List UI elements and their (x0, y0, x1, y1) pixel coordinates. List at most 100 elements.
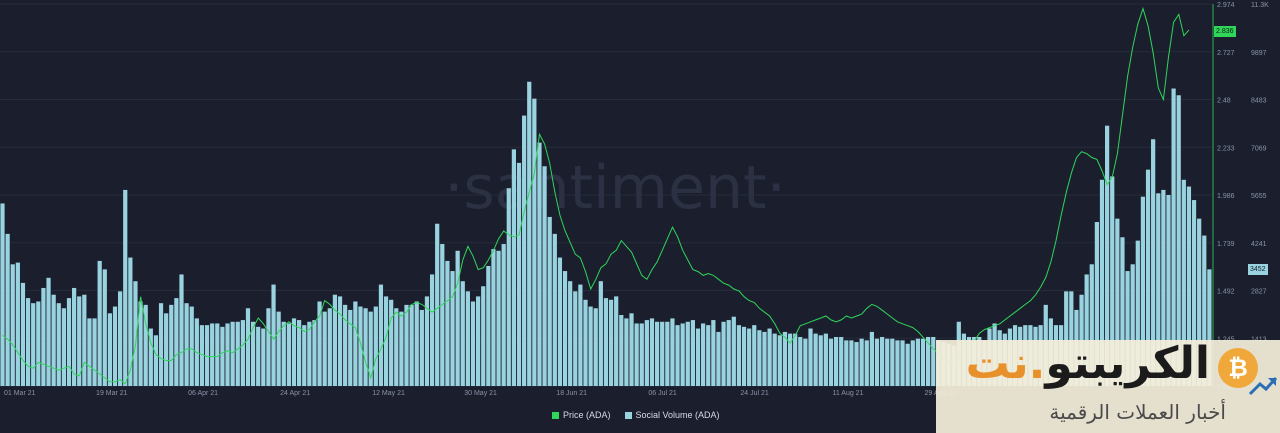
volume-bar (220, 326, 225, 386)
volume-tick-label: 9897 (1251, 50, 1267, 57)
price-tick-label: 1.245 (1217, 336, 1235, 343)
volume-bar (649, 318, 655, 386)
volume-bar (327, 308, 332, 386)
volume-axis: 11.3K98978483706956554241282714130 (1251, 2, 1269, 391)
volume-bar (701, 323, 706, 386)
volume-bar (583, 299, 588, 386)
volume-bar (726, 320, 731, 386)
volume-bar (215, 323, 220, 386)
volume-bar (527, 81, 532, 387)
volume-bar (844, 340, 849, 386)
volume-bar (440, 244, 445, 386)
volume-bar (475, 296, 481, 386)
volume-bar (506, 188, 511, 386)
volume-bar (501, 244, 506, 386)
volume-bar (1145, 169, 1151, 386)
price-tick-label: 2.233 (1217, 145, 1235, 152)
volume-bar (87, 318, 92, 386)
volume-bar (470, 301, 476, 386)
volume-bar (158, 303, 164, 386)
volume-bar (767, 328, 772, 386)
volume-bar (634, 323, 639, 386)
volume-bar (317, 301, 322, 386)
volume-bar (419, 309, 424, 386)
volume-bar (537, 142, 542, 386)
volume-bar (41, 287, 46, 386)
volume-bar (450, 271, 455, 386)
volume-bar (368, 311, 373, 386)
volume-bar (675, 325, 680, 386)
volume-tick-label: 5655 (1251, 193, 1267, 200)
volume-bar (281, 321, 286, 386)
volume-bar (690, 320, 695, 386)
volume-bar (15, 262, 20, 386)
volume-bar (332, 294, 338, 386)
volume-bar (1166, 195, 1171, 386)
volume-bar (97, 260, 102, 386)
volume-bar (711, 320, 716, 386)
price-axis: 2.9742.7272.482.2331.9861.7391.4921.2450… (1217, 2, 1235, 391)
volume-bar (445, 260, 450, 386)
volume-bar (394, 308, 399, 386)
volume-bar (199, 325, 205, 386)
volume-bar (133, 281, 138, 386)
volume-bar (839, 336, 844, 386)
volume-tick-label: 8483 (1251, 98, 1267, 105)
volume-bar (378, 284, 384, 386)
volume-bar (895, 340, 900, 386)
volume-bar (1151, 139, 1156, 386)
legend-item-social-volume[interactable]: Social Volume (ADA) (624, 410, 720, 420)
volume-bar (337, 296, 343, 386)
volume-bar (813, 333, 818, 386)
volume-bar (588, 306, 593, 386)
volume-bar (849, 340, 854, 386)
volume-bar (885, 338, 890, 386)
volume-bar (429, 274, 435, 386)
volume-bar (348, 309, 353, 386)
volume-bar (542, 166, 547, 386)
volume-bar (762, 331, 767, 386)
volume-bar (409, 304, 414, 386)
volume-bar (460, 281, 465, 386)
volume-bar (665, 321, 670, 386)
volume-bar (225, 323, 230, 386)
volume-bar (624, 318, 629, 386)
volume-bar (102, 269, 107, 386)
volume-bar (787, 333, 793, 386)
logo-text: الكريبتو.نت (966, 338, 1210, 389)
volume-bar (184, 303, 189, 386)
volume-bar (261, 328, 266, 386)
volume-bar (424, 296, 430, 386)
volume-bar (736, 325, 742, 386)
volume-bar (92, 318, 97, 386)
volume-bar (481, 286, 486, 386)
volume-bar (1105, 125, 1110, 387)
volume-bar (1094, 222, 1099, 386)
price-line (2, 6, 1190, 385)
volume-bar (61, 308, 66, 386)
volume-bar (1181, 179, 1186, 386)
volume-bar (128, 257, 133, 386)
volume-bar (491, 249, 496, 386)
x-tick-label: 30 May 21 (464, 390, 497, 397)
legend-item-price[interactable]: Price (ADA) (552, 410, 611, 420)
volume-bar (859, 338, 864, 386)
volume-bar (905, 343, 910, 386)
price-series-line (2, 6, 1190, 385)
volume-bar (256, 326, 261, 386)
volume-bar (118, 291, 123, 386)
volume-bar (782, 331, 788, 386)
volume-bar (240, 320, 245, 386)
volume-bar (1125, 271, 1130, 386)
volume-bar (66, 298, 72, 386)
volume-bar (1135, 240, 1140, 386)
x-tick-label: 01 Mar 21 (4, 390, 36, 397)
volume-bar (532, 98, 537, 386)
volume-bar (910, 340, 915, 386)
volume-bar (123, 189, 128, 386)
volume-bar (266, 308, 271, 386)
volume-bar (603, 298, 609, 386)
volume-bar (1171, 88, 1176, 386)
x-tick-label: 18 Jun 21 (556, 390, 587, 397)
volume-bar (174, 298, 179, 386)
